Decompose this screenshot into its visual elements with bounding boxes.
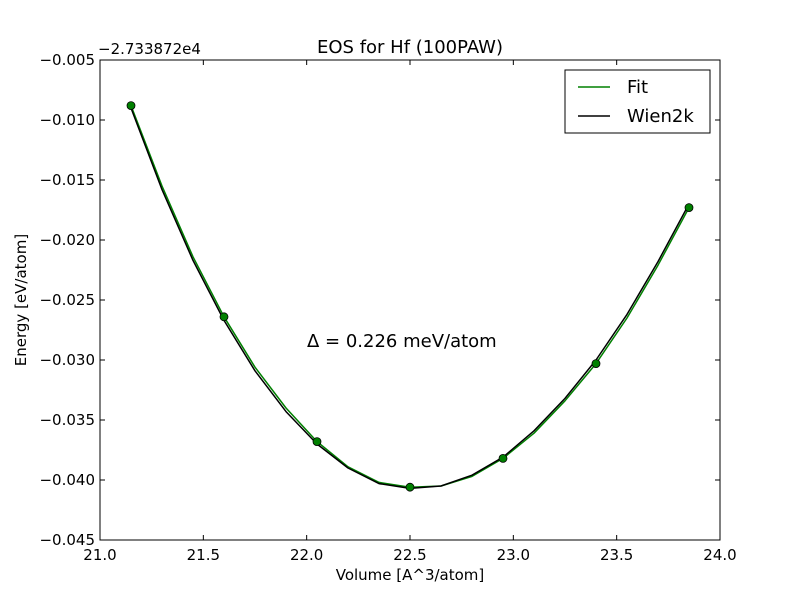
data-points-group: [126, 101, 694, 492]
x-axis-label: Volume [A^3/atom]: [336, 566, 485, 584]
x-tick-label: 24.0: [703, 546, 736, 564]
y-axis-label: Energy [eV/atom]: [12, 234, 30, 366]
data-point: [219, 312, 229, 322]
data-point: [591, 359, 601, 369]
y-tick-label: −0.035: [39, 411, 95, 429]
y-tick-label: −0.020: [39, 231, 95, 249]
data-point: [405, 482, 415, 492]
legend: Fit Wien2k: [564, 69, 711, 134]
x-tick-label: 22.5: [393, 546, 426, 564]
x-tick-label: 21.5: [187, 546, 220, 564]
data-point: [312, 437, 322, 447]
delta-annotation: Δ = 0.226 meV/atom: [307, 331, 497, 352]
y-tick-label: −0.010: [39, 111, 95, 129]
x-tick-label: 21.0: [83, 546, 116, 564]
legend-label-wien2k: Wien2k: [627, 106, 694, 127]
data-point: [684, 203, 694, 213]
x-ticks-group: 21.0 21.5 22.0 22.5 23.0 23.5 24.0: [83, 60, 737, 564]
y-axis-offset-text: −2.733872e4: [98, 40, 201, 58]
y-tick-label: −0.040: [39, 471, 95, 489]
chart-title: EOS for Hf (100PAW): [317, 37, 503, 58]
y-tick-label: −0.025: [39, 291, 95, 309]
y-tick-label: −0.005: [39, 51, 95, 69]
data-point: [126, 101, 136, 110]
y-tick-label: −0.045: [39, 531, 95, 549]
y-tick-label: −0.015: [39, 171, 95, 189]
x-tick-label: 23.0: [497, 546, 530, 564]
x-tick-label: 22.0: [290, 546, 323, 564]
plot-series-group: [130, 104, 690, 490]
series-line-fit: [130, 104, 690, 488]
y-ticks-group: −0.005 −0.010 −0.015 −0.020 −0.025 −0.030 −0.0…: [39, 51, 720, 549]
data-point: [498, 453, 508, 463]
y-tick-label: −0.030: [39, 351, 95, 369]
x-tick-label: 23.5: [600, 546, 633, 564]
legend-label-fit: Fit: [627, 77, 648, 98]
legend-box: [564, 69, 711, 134]
